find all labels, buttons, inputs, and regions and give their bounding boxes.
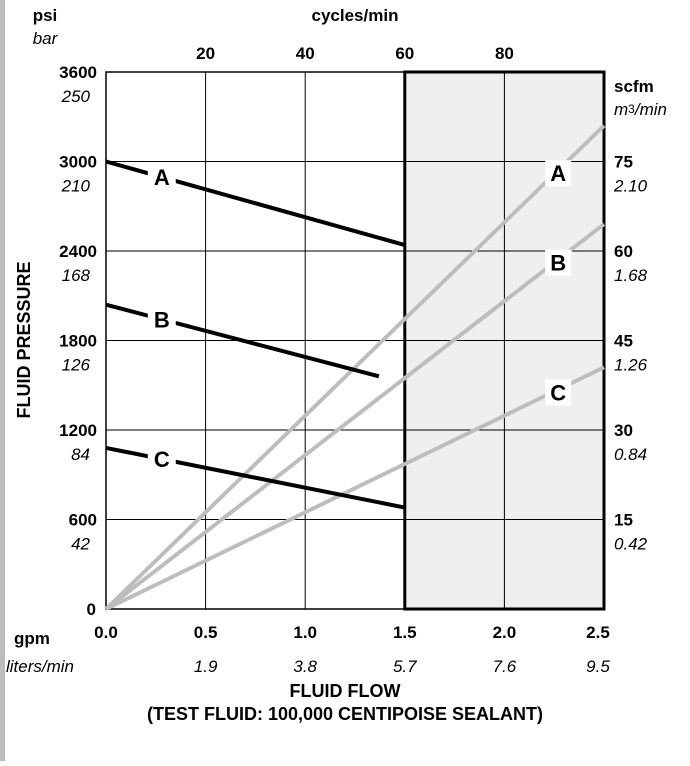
x-top-tick: 20 <box>196 44 215 63</box>
x-bottom-tick-lmin: 7.6 <box>493 657 517 676</box>
x-top-tick: 80 <box>495 44 514 63</box>
y-left-tick-psi: 2400 <box>59 242 97 261</box>
left-margin-bar <box>0 0 5 761</box>
shaded-region-border <box>403 70 606 611</box>
x-bottom-tick-gpm: 1.5 <box>393 623 417 642</box>
y-left-tick-bar: 84 <box>71 445 90 464</box>
y-left-tick-bar: 168 <box>62 266 91 285</box>
y-axis-title: FLUID PRESSURE <box>14 261 34 418</box>
x-bottom-tick-lmin: 9.5 <box>586 657 610 676</box>
x-bottom-tick-gpm: 1.0 <box>293 623 317 642</box>
y-right-tick-m3min: 0.42 <box>614 535 648 554</box>
air-line-b <box>104 222 606 611</box>
y-left-tick-psi: 0 <box>87 600 96 619</box>
pressure-label-b: B <box>154 307 170 332</box>
y-right-tick-m3min: 2.10 <box>613 177 648 196</box>
y-left-tick-bar: 42 <box>71 535 90 554</box>
y-right-tick-scfm: 45 <box>614 332 633 351</box>
pressure-label-bg <box>147 305 176 334</box>
y-left-tick-psi: 1800 <box>59 332 97 351</box>
air-line-a <box>104 124 606 611</box>
y-left-tick-bar: 250 <box>61 87 91 106</box>
x-bottom-tick-gpm: 0.5 <box>194 623 218 642</box>
air-label-c: C <box>550 381 566 406</box>
x-bottom-unit-gpm: gpm <box>14 629 50 648</box>
y-right-tick-scfm: 30 <box>614 421 633 440</box>
y-left-tick-psi: 600 <box>69 511 97 530</box>
x-bottom-tick-gpm: 0.0 <box>94 623 118 642</box>
x-bottom-tick-gpm: 2.0 <box>493 623 517 642</box>
y-left-tick-psi: 1200 <box>59 421 97 440</box>
air-label-bg <box>545 379 572 406</box>
x-axis-title: FLUID FLOW <box>289 681 401 701</box>
x-axis-note: (TEST FLUID: 100,000 CENTIPOISE SEALANT) <box>146 704 544 724</box>
pressure-label-a: A <box>154 165 170 190</box>
x-bottom-unit-lmin: liters/min <box>6 657 74 676</box>
air-label-a: A <box>550 161 566 186</box>
air-label-b: B <box>550 251 566 276</box>
y-left-unit-bar: bar <box>33 29 59 48</box>
y-right-unit-scfm: scfm <box>614 77 654 96</box>
x-bottom-tick-lmin: 5.7 <box>393 657 417 676</box>
pressure-label-c: C <box>154 447 170 472</box>
x-top-tick: 60 <box>395 44 414 63</box>
y-left-unit-psi: psi <box>33 6 58 25</box>
y-left-tick-psi: 3600 <box>59 63 97 82</box>
x-bottom-tick-lmin: 1.9 <box>194 657 218 676</box>
x-top-unit: cycles/min <box>312 6 399 25</box>
y-right-tick-scfm: 75 <box>614 153 633 172</box>
air-line-c <box>105 365 605 611</box>
x-bottom-tick-lmin: 3.8 <box>293 657 317 676</box>
pressure-label-bg <box>147 445 176 474</box>
x-bottom-tick-gpm: 2.5 <box>586 623 610 642</box>
y-right-tick-m3min: 0.84 <box>614 445 647 464</box>
x-top-tick: 40 <box>296 44 315 63</box>
y-right-tick-m3min: 1.68 <box>614 266 648 285</box>
y-left-tick-psi: 3000 <box>59 153 97 172</box>
air-label-bg <box>545 249 572 276</box>
y-left-tick-bar: 126 <box>62 356 91 375</box>
y-right-tick-scfm: 15 <box>614 511 633 530</box>
y-right-tick-m3min: 1.26 <box>614 356 648 375</box>
air-label-bg <box>545 160 572 187</box>
pressure-label-bg <box>147 163 176 192</box>
y-right-tick-scfm: 60 <box>614 242 633 261</box>
y-right-unit-m3min: m3/min <box>614 100 667 119</box>
y-left-tick-bar: 210 <box>61 177 91 196</box>
